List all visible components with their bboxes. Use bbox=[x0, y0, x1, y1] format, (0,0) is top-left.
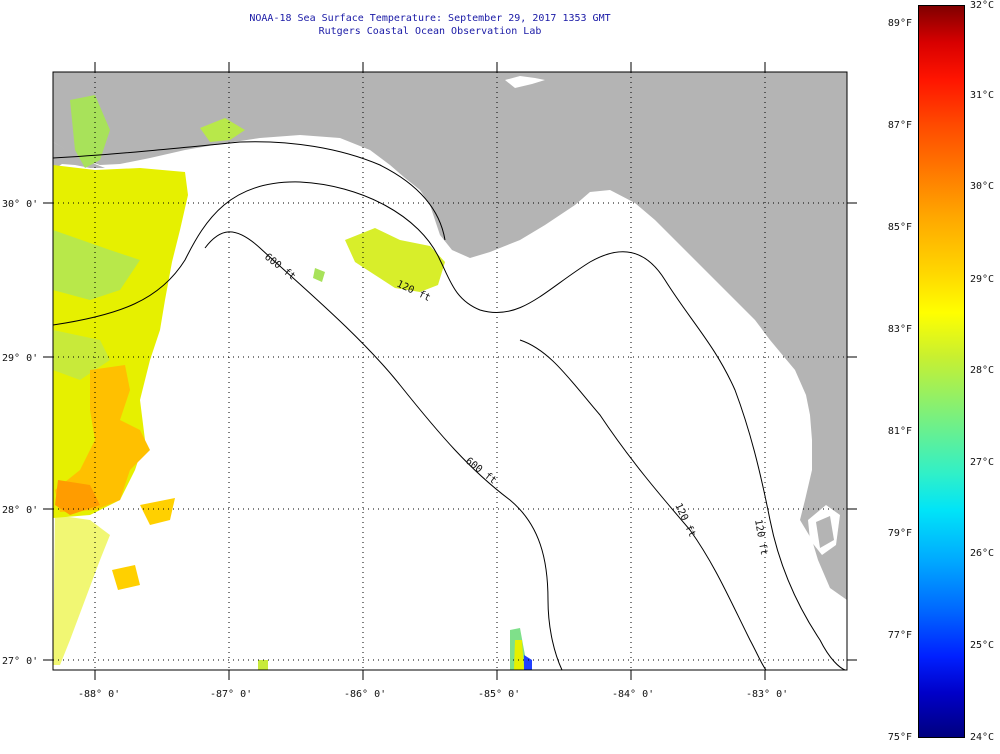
land-mass bbox=[53, 72, 847, 600]
contour-600ft-east-line bbox=[519, 339, 767, 670]
contour-120ft-line bbox=[53, 181, 846, 670]
colorbar-c-label: 32°C bbox=[970, 0, 995, 11]
colorbar-c-label: 29°C bbox=[970, 274, 995, 285]
colorbar-f-label: 75°F bbox=[887, 732, 912, 743]
colorbar-c-label: 27°C bbox=[970, 457, 995, 468]
depth-contours bbox=[53, 141, 846, 670]
lat-label: 27° 0' bbox=[2, 656, 38, 667]
colorbar-f-label: 87°F bbox=[887, 120, 912, 131]
shelf-edge-line bbox=[53, 141, 446, 241]
colorbar-c-label: 24°C bbox=[970, 732, 995, 743]
inland-lake bbox=[505, 76, 545, 88]
lon-label: -84° 0' bbox=[612, 689, 654, 700]
axis-ticks bbox=[43, 62, 857, 680]
temperature-colorbar bbox=[918, 5, 965, 738]
lon-label: -88° 0' bbox=[78, 689, 120, 700]
lat-label: 30° 0' bbox=[2, 199, 38, 210]
contour-600ft-line bbox=[204, 231, 563, 670]
lon-label: -85° 0' bbox=[478, 689, 520, 700]
lon-label: -87° 0' bbox=[210, 689, 252, 700]
map-subtitle: Rutgers Coastal Ocean Observation Lab bbox=[318, 26, 542, 37]
sst-data bbox=[53, 95, 532, 670]
colorbar-f-label: 85°F bbox=[887, 222, 912, 233]
lon-label: -83° 0' bbox=[746, 689, 788, 700]
colorbar-c-label: 31°C bbox=[970, 90, 995, 101]
colorbar-c-label: 30°C bbox=[970, 181, 995, 192]
lat-label: 28° 0' bbox=[2, 505, 38, 516]
lat-label: 29° 0' bbox=[2, 353, 38, 364]
colorbar-c-label: 28°C bbox=[970, 365, 995, 376]
colorbar-f-label: 77°F bbox=[887, 630, 912, 641]
colorbar-f-label: 79°F bbox=[887, 528, 912, 539]
colorbar-f-label: 83°F bbox=[887, 324, 912, 335]
map-frame bbox=[52, 71, 848, 671]
map-title: NOAA-18 Sea Surface Temperature: Septemb… bbox=[249, 13, 611, 24]
land-pinellas bbox=[816, 516, 834, 548]
colorbar-f-label: 81°F bbox=[887, 426, 912, 437]
colorbar-c-label: 26°C bbox=[970, 548, 995, 559]
colorbar-f-label: 89°F bbox=[887, 18, 912, 29]
lon-label: -86° 0' bbox=[344, 689, 386, 700]
colorbar-c-label: 25°C bbox=[970, 640, 995, 651]
